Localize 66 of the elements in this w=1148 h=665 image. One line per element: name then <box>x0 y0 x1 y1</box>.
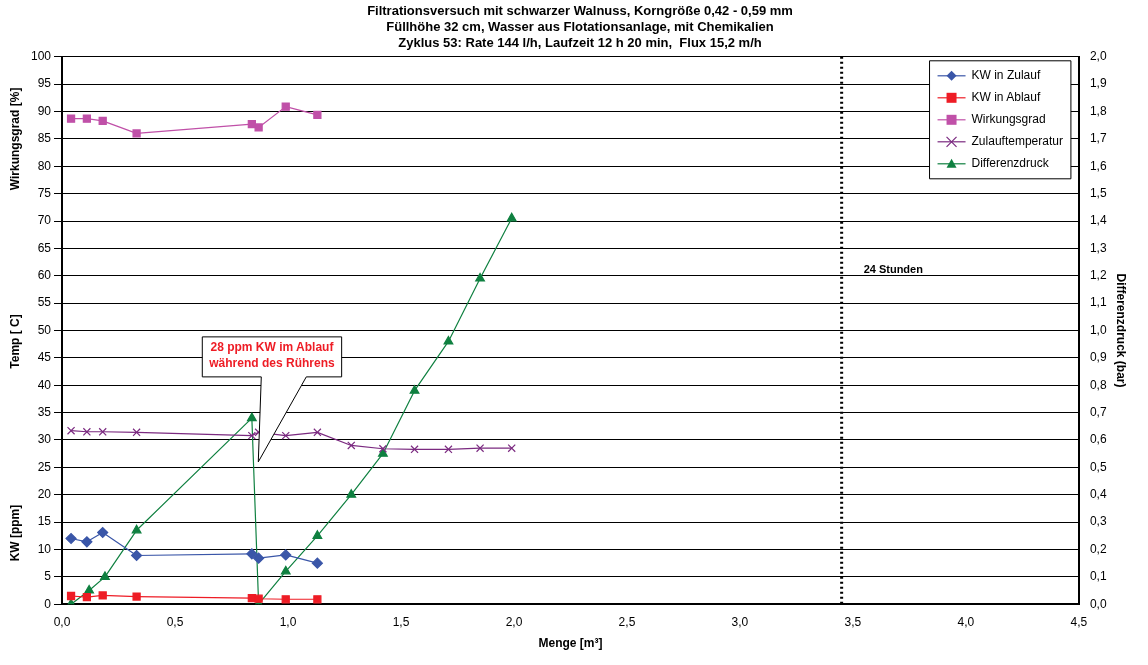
y2-tick-label: 0,5 <box>1089 459 1107 474</box>
y2-tick-label: 0,7 <box>1089 404 1107 419</box>
y-tick-label: 85 <box>37 131 52 146</box>
y2-tick-label: 2,0 <box>1089 49 1107 64</box>
y-tick-label: 20 <box>37 487 52 502</box>
legend-label: Wirkungsgrad <box>971 112 1046 127</box>
y2-tick-label: 1,5 <box>1089 185 1107 200</box>
legend-label: KW in Ablauf <box>971 90 1041 105</box>
y-tick-label: 75 <box>37 185 52 200</box>
chart-title: Filtrationsversuch mit schwarzer Walnuss, Korngröße 0,42 - 0,59 mm <box>367 3 793 19</box>
y2-tick-label: 1,6 <box>1089 158 1107 173</box>
y-tick-label: 90 <box>37 103 52 118</box>
ref-line-label: 24 Stunden <box>863 263 924 276</box>
y-axis-title: KW [ppm] <box>8 504 23 562</box>
y-tick-label: 0 <box>44 596 52 611</box>
text: Wirkungsgrad [%] <box>8 87 23 191</box>
y-tick-label: 50 <box>37 322 52 337</box>
y-tick-label: 80 <box>37 158 52 173</box>
y2-tick-label: 1,3 <box>1089 240 1107 255</box>
chart-subtitle: Füllhöhe 32 cm, Wasser aus Flotationsanlage, mit Chemikalien Zyklus 53: Rate 144 l/h, Laufzeit 12 h 20 min, Flux 15,2 m/h <box>386 18 774 50</box>
y2-tick-label: 1,8 <box>1089 103 1107 118</box>
x-tick-label: 0,0 <box>53 614 71 629</box>
y2-tick-label: 0,3 <box>1089 514 1107 529</box>
y-tick-label: 40 <box>37 377 52 392</box>
y2-tick-label: 1,4 <box>1089 213 1107 228</box>
text: Temp [ C] <box>8 314 23 369</box>
y2-tick-label: 1,2 <box>1089 268 1107 283</box>
y2-tick-label: 0,4 <box>1089 487 1107 502</box>
x-tick-label: 1,0 <box>279 614 297 629</box>
x-tick-label: 3,0 <box>731 614 749 629</box>
y-tick-label: 15 <box>37 514 52 529</box>
y2-tick-label: 0,8 <box>1089 377 1107 392</box>
y2-axis-title: Differenzdruck (bar) <box>1114 273 1129 388</box>
y-tick-label: 10 <box>37 541 52 556</box>
x-tick-label: 3,5 <box>844 614 862 629</box>
x-tick-label: 2,5 <box>618 614 636 629</box>
legend-label: KW in Zulauf <box>971 68 1041 83</box>
x-tick-label: 4,0 <box>957 614 975 629</box>
y2-tick-label: 1,1 <box>1089 295 1107 310</box>
x-tick-label: 4,5 <box>1070 614 1088 629</box>
y2-tick-label: 1,7 <box>1089 131 1107 146</box>
y2-tick-label: 0,2 <box>1089 541 1107 556</box>
y-tick-label: 25 <box>37 459 52 474</box>
y2-tick-label: 0,0 <box>1089 596 1107 611</box>
y-tick-label: 65 <box>37 240 52 255</box>
y-tick-label: 95 <box>37 76 52 91</box>
y-tick-label: 60 <box>37 268 52 283</box>
y2-tick-label: 1,9 <box>1089 76 1107 91</box>
x-tick-label: 1,5 <box>392 614 410 629</box>
legend-label: Zulauftemperatur <box>971 134 1063 149</box>
y-tick-label: 55 <box>37 295 52 310</box>
y2-tick-label: 1,0 <box>1089 322 1107 337</box>
y-tick-label: 45 <box>37 350 52 365</box>
x-tick-label: 2,0 <box>505 614 523 629</box>
y-tick-label: 70 <box>37 213 52 228</box>
y-tick-label: 30 <box>37 432 52 447</box>
annotation: 28 ppm KW im Ablauf während des Rührens <box>208 340 335 371</box>
y2-tick-label: 0,9 <box>1089 350 1107 365</box>
y-tick-label: 35 <box>37 404 52 419</box>
y-tick-label: 100 <box>30 49 52 64</box>
x-axis-title: Menge [m³] <box>538 636 603 651</box>
x-tick-label: 0,5 <box>166 614 184 629</box>
y2-tick-label: 0,6 <box>1089 432 1107 447</box>
legend-label: Differenzdruck <box>971 156 1050 171</box>
y2-tick-label: 0,1 <box>1089 569 1107 584</box>
y-tick-label: 5 <box>44 569 52 584</box>
